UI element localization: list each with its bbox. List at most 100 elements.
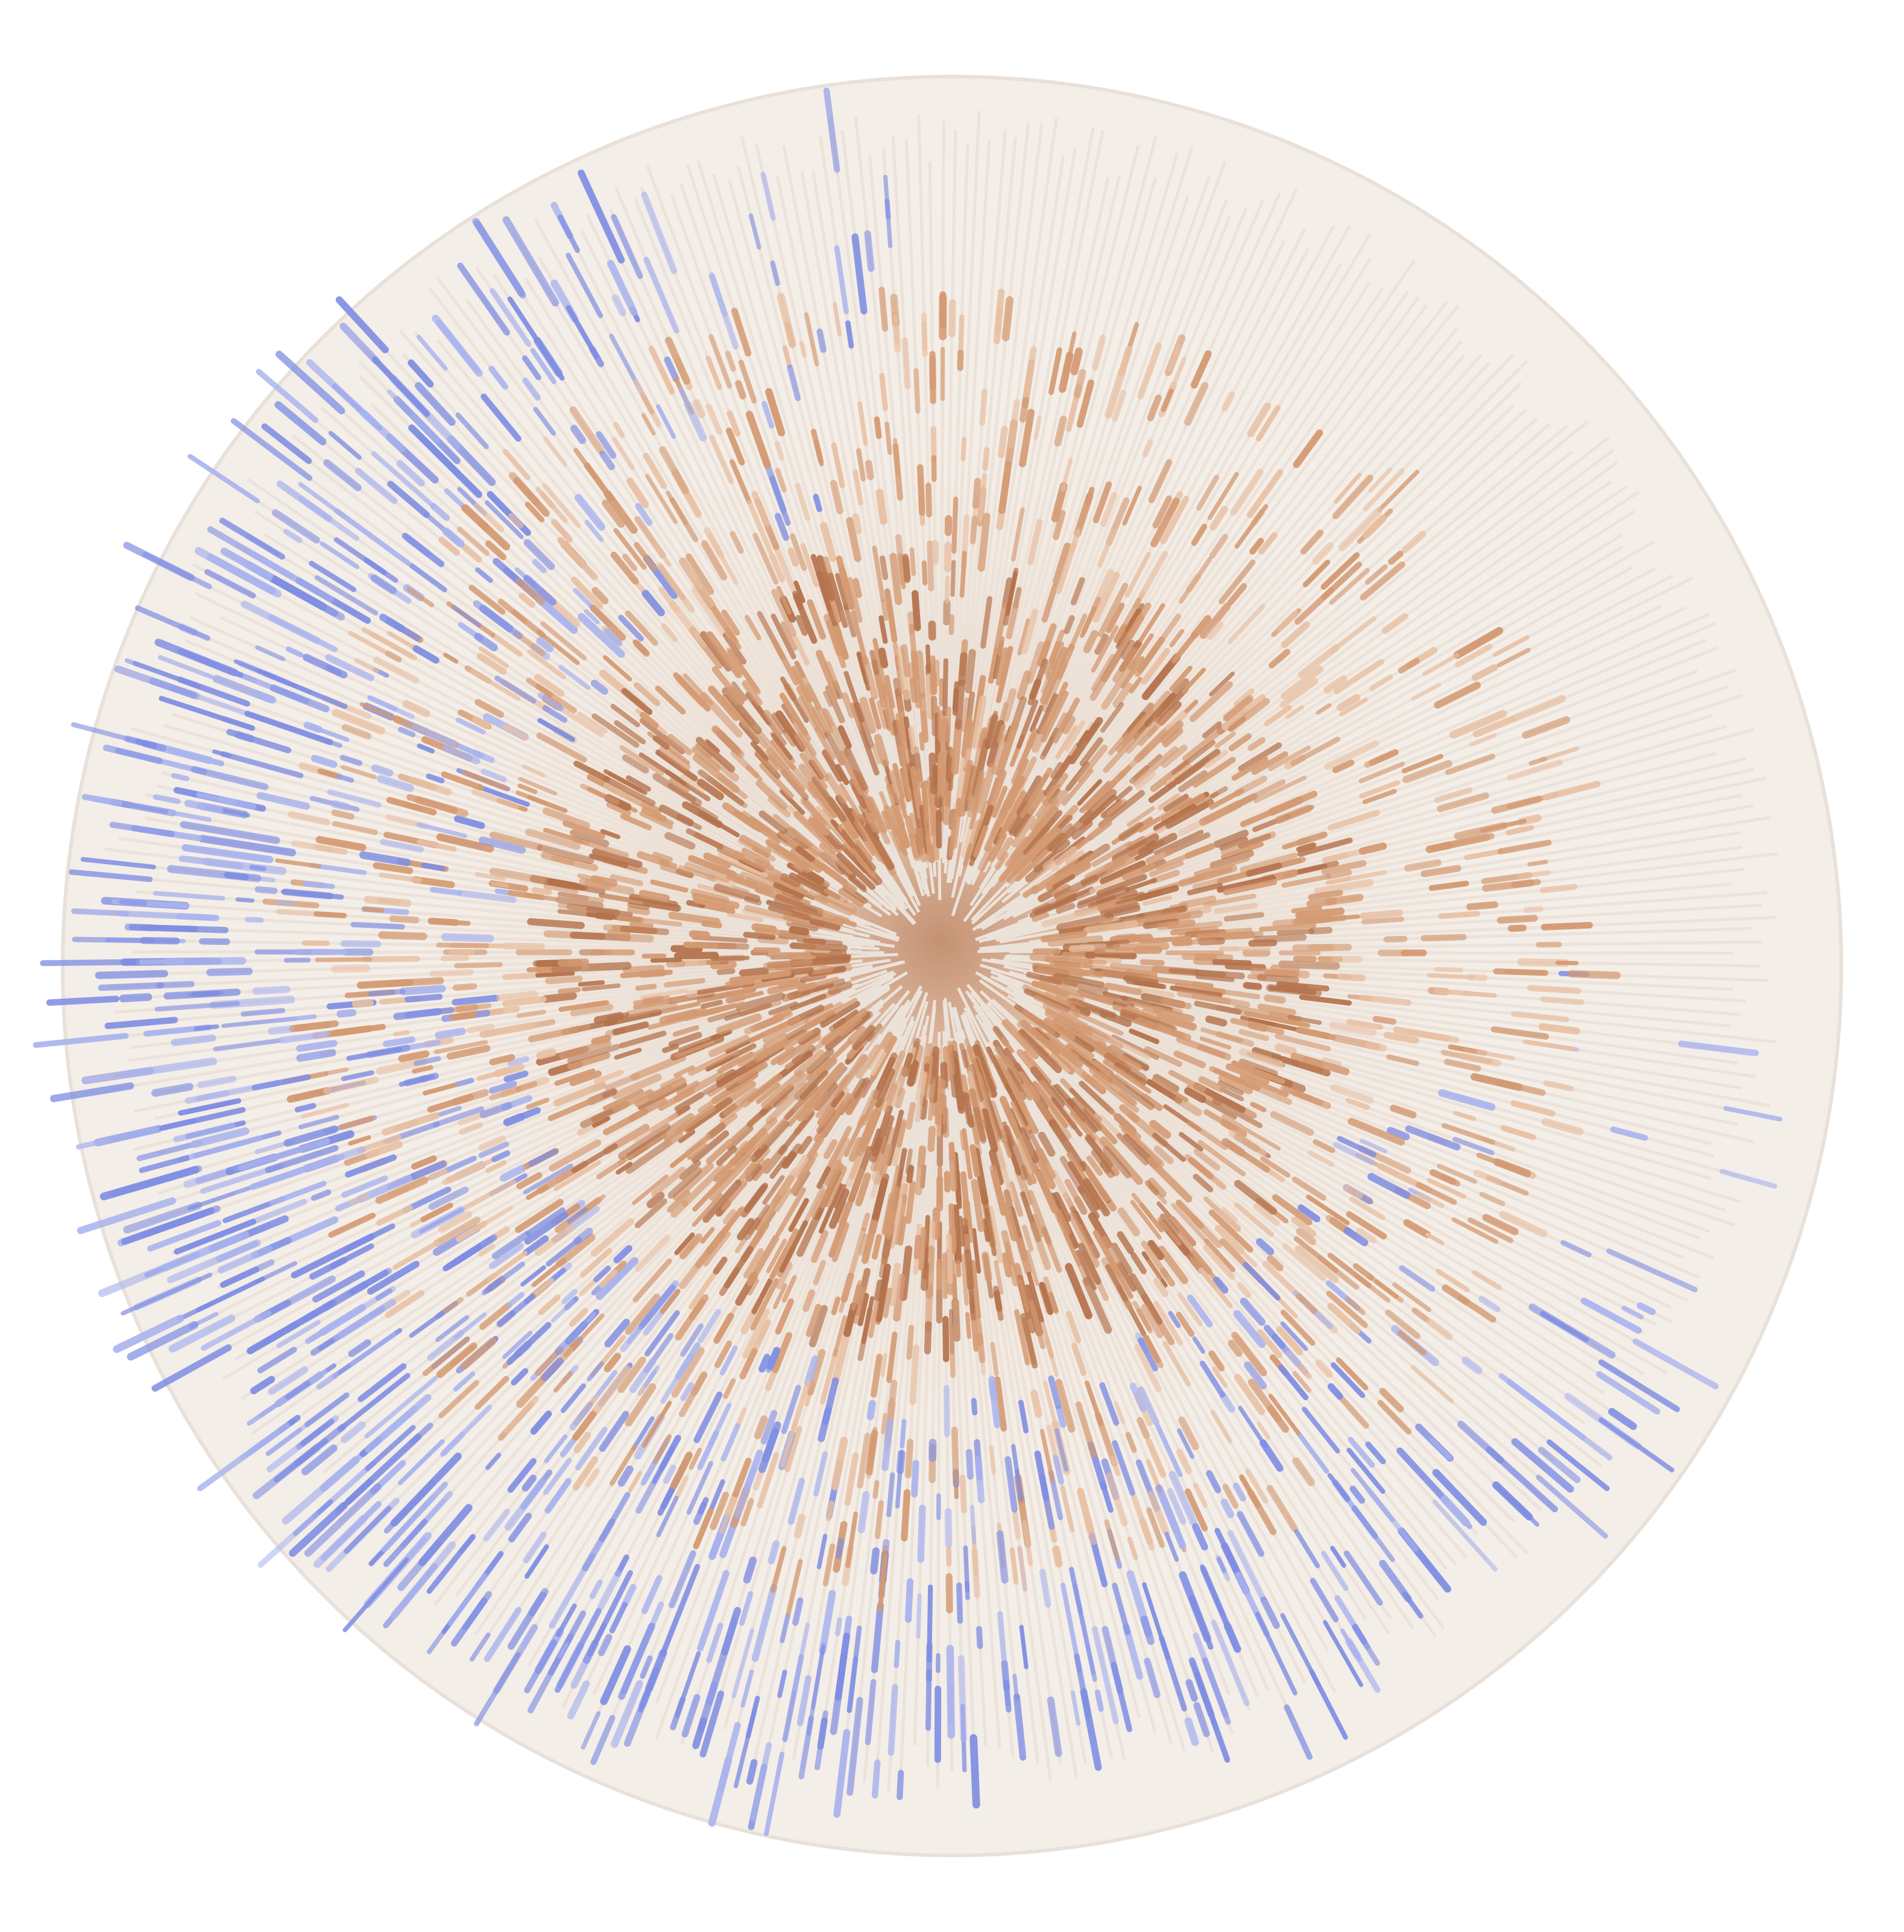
rug-speckle: [1230, 469, 1264, 516]
rug-speckle: [743, 1217, 761, 1240]
rug-speckle: [441, 1432, 465, 1456]
rug-speckle: [102, 744, 163, 765]
rug-speckle: [617, 1465, 634, 1487]
rug-speckle: [436, 833, 494, 853]
rug-speckle: [490, 881, 509, 888]
rug-speckle: [1337, 973, 1366, 982]
rug-speckle: [1246, 469, 1284, 519]
rug-speckle: [502, 996, 547, 1008]
rug-speckle: [1146, 1157, 1193, 1203]
rug-speckle: [1538, 1023, 1581, 1035]
rug-speckle: [686, 1461, 713, 1515]
rug-speckle: [1054, 415, 1067, 447]
rug-speckle: [823, 830, 843, 850]
rug-speckle: [607, 1012, 629, 1020]
rug-speckle: [1678, 1040, 1759, 1056]
rug-speckle: [1022, 1520, 1033, 1566]
rug-speckle: [811, 817, 830, 836]
rug-speckle: [569, 1403, 592, 1431]
rug-speckle: [474, 503, 505, 532]
rug-speckle: [750, 1742, 772, 1822]
rug-speckle: [961, 1091, 971, 1125]
rug-speckle: [688, 1048, 739, 1076]
rug-speckle: [177, 1135, 262, 1163]
rug-speckle: [1161, 793, 1206, 824]
rug-speckle: [515, 791, 548, 806]
rug-speckle: [1001, 688, 1017, 722]
rug-speckle: [1240, 803, 1288, 827]
rug-speckle: [781, 1151, 797, 1169]
rug-speckle: [1079, 789, 1117, 825]
rug-speckle: [503, 1070, 529, 1082]
rug-speckle: [610, 1444, 637, 1486]
rug-speckle: [651, 1166, 686, 1198]
rug-speckle: [545, 975, 583, 985]
rug-speckle: [689, 1267, 720, 1310]
rug-speckle: [904, 778, 914, 801]
rug-speckle: [1312, 542, 1334, 565]
rug-speckle: [386, 797, 437, 816]
rug-speckle: [633, 1113, 678, 1143]
rug-speckle: [569, 932, 606, 940]
rug-speckle: [241, 1008, 286, 1017]
rug-speckle: [1285, 705, 1304, 719]
rug-speckle: [746, 1234, 780, 1286]
rug-speckle: [684, 400, 707, 442]
rug-speckle: [784, 827, 810, 849]
rug-speckle: [727, 410, 741, 437]
rug-speckle: [794, 733, 830, 782]
rug-speckle: [1164, 1532, 1179, 1562]
rug-speckle: [1211, 1620, 1250, 1706]
rug-speckle: [881, 1418, 894, 1471]
rug-speckle: [525, 1544, 549, 1579]
rug-speckle: [503, 1113, 525, 1126]
rug-speckle: [314, 844, 348, 855]
rug-speckle: [450, 1597, 488, 1647]
rug-speckle: [373, 862, 414, 874]
rug-speckle: [1203, 1238, 1236, 1272]
rug-speckle: [365, 1140, 403, 1159]
rug-speckle: [641, 590, 665, 617]
rug-speckle: [567, 1044, 620, 1064]
rug-speckle: [762, 1017, 809, 1043]
rug-ray: [285, 487, 815, 864]
rug-speckle: [1073, 368, 1086, 399]
rug-speckle: [1165, 764, 1192, 785]
rug-speckle: [716, 1069, 737, 1084]
rug-speckle: [275, 350, 345, 415]
rug-speckle: [1189, 681, 1233, 722]
rug-speckle: [766, 1239, 787, 1274]
rug-speckle: [1330, 1545, 1346, 1568]
rug-speckle: [1334, 472, 1362, 504]
rug-speckle: [916, 768, 924, 788]
rug-speckle: [1136, 1417, 1150, 1439]
rug-speckle: [687, 1142, 708, 1160]
rug-speckle: [800, 797, 831, 831]
rug-speckle: [1167, 343, 1181, 372]
rug-speckle: [1482, 1214, 1519, 1236]
rug-speckle: [1302, 1406, 1340, 1454]
rug-speckle: [963, 1249, 974, 1290]
rug-speckle: [582, 1640, 599, 1664]
rug-speckle: [798, 696, 819, 731]
rug-speckle: [1194, 1000, 1242, 1015]
rug-speckle: [454, 1078, 474, 1087]
rug-speckle: [900, 1245, 913, 1301]
rug-speckle: [1125, 1432, 1137, 1453]
rug-speckle: [839, 783, 863, 819]
rug-speckle: [491, 1230, 531, 1260]
rug-speckle: [570, 425, 587, 444]
rug-speckle: [390, 1541, 456, 1619]
rug-speckle: [1205, 750, 1228, 768]
rug-speckle: [220, 548, 274, 581]
rug-speckle: [959, 1043, 969, 1069]
rug-speckle: [928, 1093, 935, 1121]
rug-speckle: [730, 750, 760, 778]
rug-speckle: [878, 615, 888, 644]
rug-speckle: [536, 637, 554, 652]
rug-speckle: [708, 334, 733, 389]
rug-speckle: [1233, 688, 1255, 707]
rug-speckle: [1035, 966, 1084, 980]
rug-speckle: [620, 813, 652, 831]
rug-speckle: [429, 886, 462, 896]
